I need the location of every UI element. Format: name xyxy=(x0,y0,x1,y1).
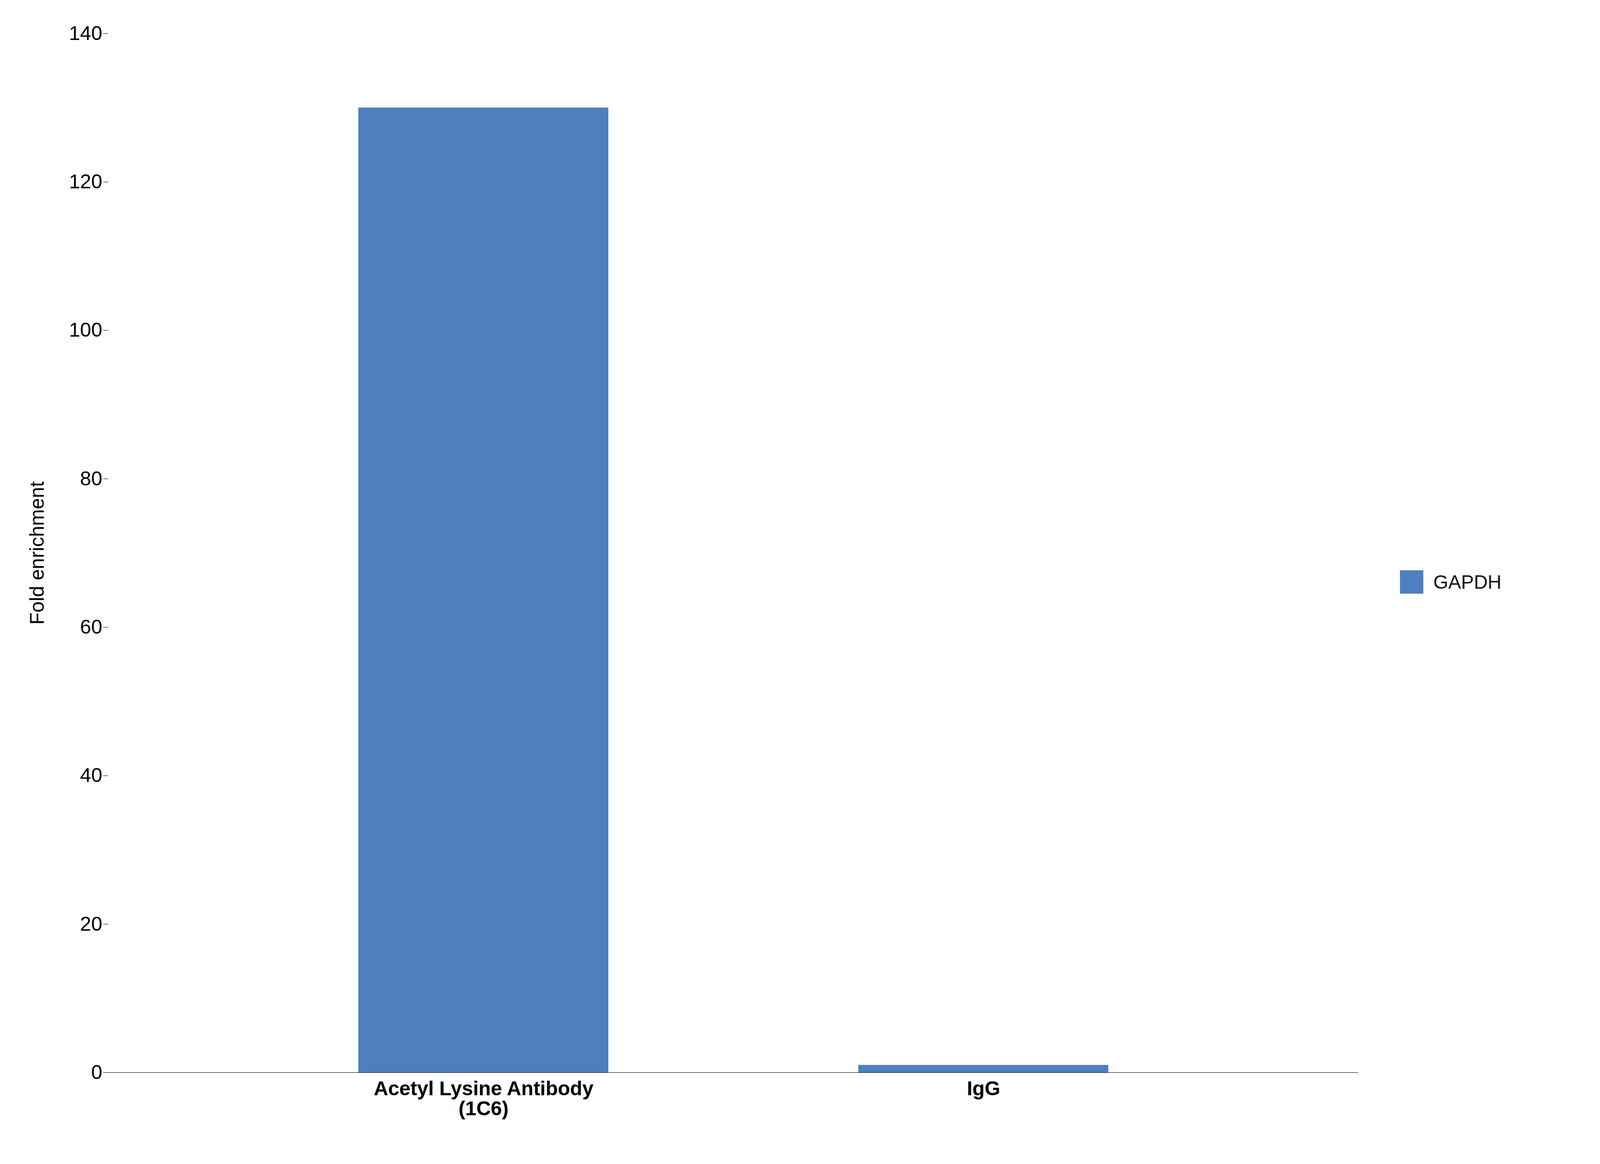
svg-text:60: 60 xyxy=(80,615,103,638)
html-text:GAPDH: GAPDH xyxy=(1433,571,1502,593)
svg-text:IgG: IgG xyxy=(967,1077,1001,1100)
svg-text:Fold enrichment: Fold enrichment xyxy=(25,481,48,625)
svg-text:20: 20 xyxy=(80,912,103,935)
svg-text:80: 80 xyxy=(80,467,103,490)
svg-text:Acetyl Lysine Antibody(1C6): Acetyl Lysine Antibody(1C6) xyxy=(373,1077,594,1120)
svg-text:120: 120 xyxy=(68,170,103,193)
svg-text:100: 100 xyxy=(68,318,103,341)
svg-text:0: 0 xyxy=(91,1061,103,1084)
svg-text:40: 40 xyxy=(80,764,103,787)
svg-text:140: 140 xyxy=(68,22,103,45)
